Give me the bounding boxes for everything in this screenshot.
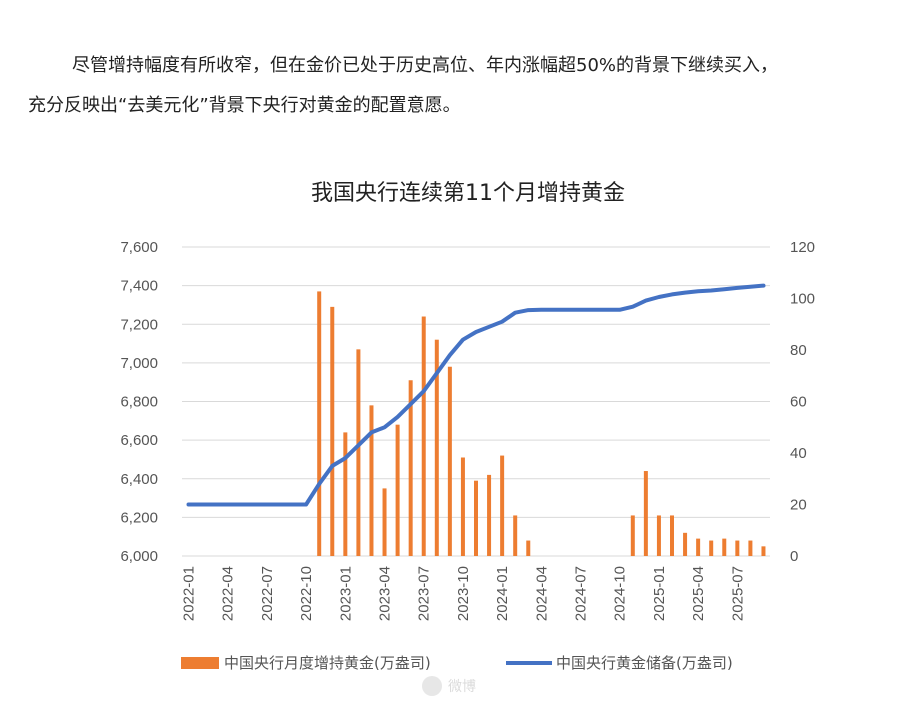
right-axis-tick-label: 80	[790, 342, 807, 359]
bar-monthly-increase	[460, 457, 465, 556]
right-axis-tick-label: 120	[790, 239, 815, 256]
bar-monthly-increase	[382, 488, 387, 556]
right-axis-tick-label: 100	[790, 291, 815, 308]
left-axis-tick-label: 6,600	[120, 432, 158, 449]
right-axis-tick-label: 20	[790, 497, 807, 514]
bar-monthly-increase	[474, 480, 478, 556]
weibo-logo-icon	[422, 676, 442, 696]
line-gold-reserve	[186, 283, 766, 507]
x-axis-tick-label: 2023-07	[416, 566, 433, 621]
x-axis-tick-label: 2024-01	[494, 566, 511, 621]
x-axis-tick-label: 2023-10	[455, 566, 472, 621]
watermark: 微博	[422, 676, 476, 696]
x-axis-tick-label: 2023-01	[337, 566, 354, 621]
bar-monthly-increase	[447, 366, 452, 556]
left-axis-tick-label: 6,000	[120, 548, 158, 565]
right-axis-tick-label: 40	[790, 445, 807, 462]
watermark-text: 微博	[448, 678, 476, 695]
x-axis-tick-label: 2025-01	[651, 566, 668, 621]
bar-monthly-increase	[408, 380, 413, 556]
bar-monthly-increase	[709, 540, 714, 556]
x-axis-tick-label: 2024-10	[612, 566, 629, 621]
bar-monthly-increase	[487, 474, 492, 556]
bar-monthly-increase	[735, 540, 740, 556]
x-axis-tick-label: 2022-07	[259, 566, 276, 621]
chart-legend: 中国央行月度增持黄金(万盎司) 中国央行黄金储备(万盎司)	[181, 654, 733, 672]
bar-monthly-increase	[722, 538, 727, 556]
x-axis-tick-label: 2023-04	[377, 566, 394, 621]
left-axis-tick-label: 7,200	[120, 316, 158, 333]
bar-monthly-increase	[395, 424, 400, 556]
bar-monthly-increase	[421, 316, 426, 556]
bar-monthly-increase	[683, 532, 688, 556]
right-axis-tick-label: 60	[790, 394, 807, 411]
bar-monthly-increase	[356, 349, 361, 556]
x-axis-tick-label: 2024-07	[573, 566, 590, 621]
article-line-2: 充分反映出“去美元化”背景下央行对黄金的配置意愿。	[28, 95, 461, 116]
bar-monthly-increase	[526, 540, 531, 556]
bar-monthly-increase	[513, 515, 518, 556]
bar-monthly-increase	[630, 515, 635, 556]
bar-monthly-increase	[369, 405, 374, 556]
bar-monthly-increase	[696, 538, 701, 556]
bar-monthly-increase	[330, 306, 335, 556]
left-axis-tick-label: 7,400	[120, 278, 158, 295]
left-axis-tick-label: 6,200	[120, 509, 158, 526]
bar-monthly-increase	[500, 455, 505, 556]
x-axis-tick-label: 2025-07	[729, 566, 746, 621]
left-axis-tick-label: 6,400	[120, 471, 158, 488]
x-axis-tick-label: 2025-04	[690, 566, 707, 621]
article-line-1: 尽管增持幅度有所收窄，但在金价已处于历史高位、年内涨幅超50%的背景下继续买入，	[72, 55, 779, 76]
bar-monthly-increase	[761, 546, 766, 556]
bar-monthly-increase	[670, 515, 674, 556]
left-axis-tick-label: 7,000	[120, 355, 158, 372]
left-axis-tick-label: 6,800	[120, 394, 158, 411]
x-axis-tick-label: 2024-04	[533, 566, 550, 621]
x-axis-tick-label: 2022-04	[220, 566, 237, 621]
right-axis-tick-label: 0	[790, 548, 798, 565]
bar-monthly-increase	[643, 471, 648, 556]
x-axis-tick-label: 2022-10	[298, 566, 315, 621]
article-paragraph: 尽管增持幅度有所收窄，但在金价已处于历史高位、年内涨幅超50%的背景下继续买入，…	[28, 46, 898, 126]
legend-label-monthly: 中国央行月度增持黄金(万盎司)	[224, 654, 431, 672]
legend-swatch-monthly	[181, 657, 219, 669]
left-axis-tick-label: 7,600	[120, 239, 158, 256]
x-axis-tick-label: 2022-01	[181, 566, 198, 621]
chart-title: 我国央行连续第11个月增持黄金	[311, 181, 625, 206]
bar-monthly-increase	[748, 540, 753, 556]
bar-monthly-increase	[656, 515, 661, 556]
bar-monthly-increase	[434, 339, 439, 556]
bar-monthly-increase	[343, 432, 348, 556]
bar-monthly-increase	[317, 291, 322, 556]
legend-label-reserve: 中国央行黄金储备(万盎司)	[556, 654, 733, 672]
